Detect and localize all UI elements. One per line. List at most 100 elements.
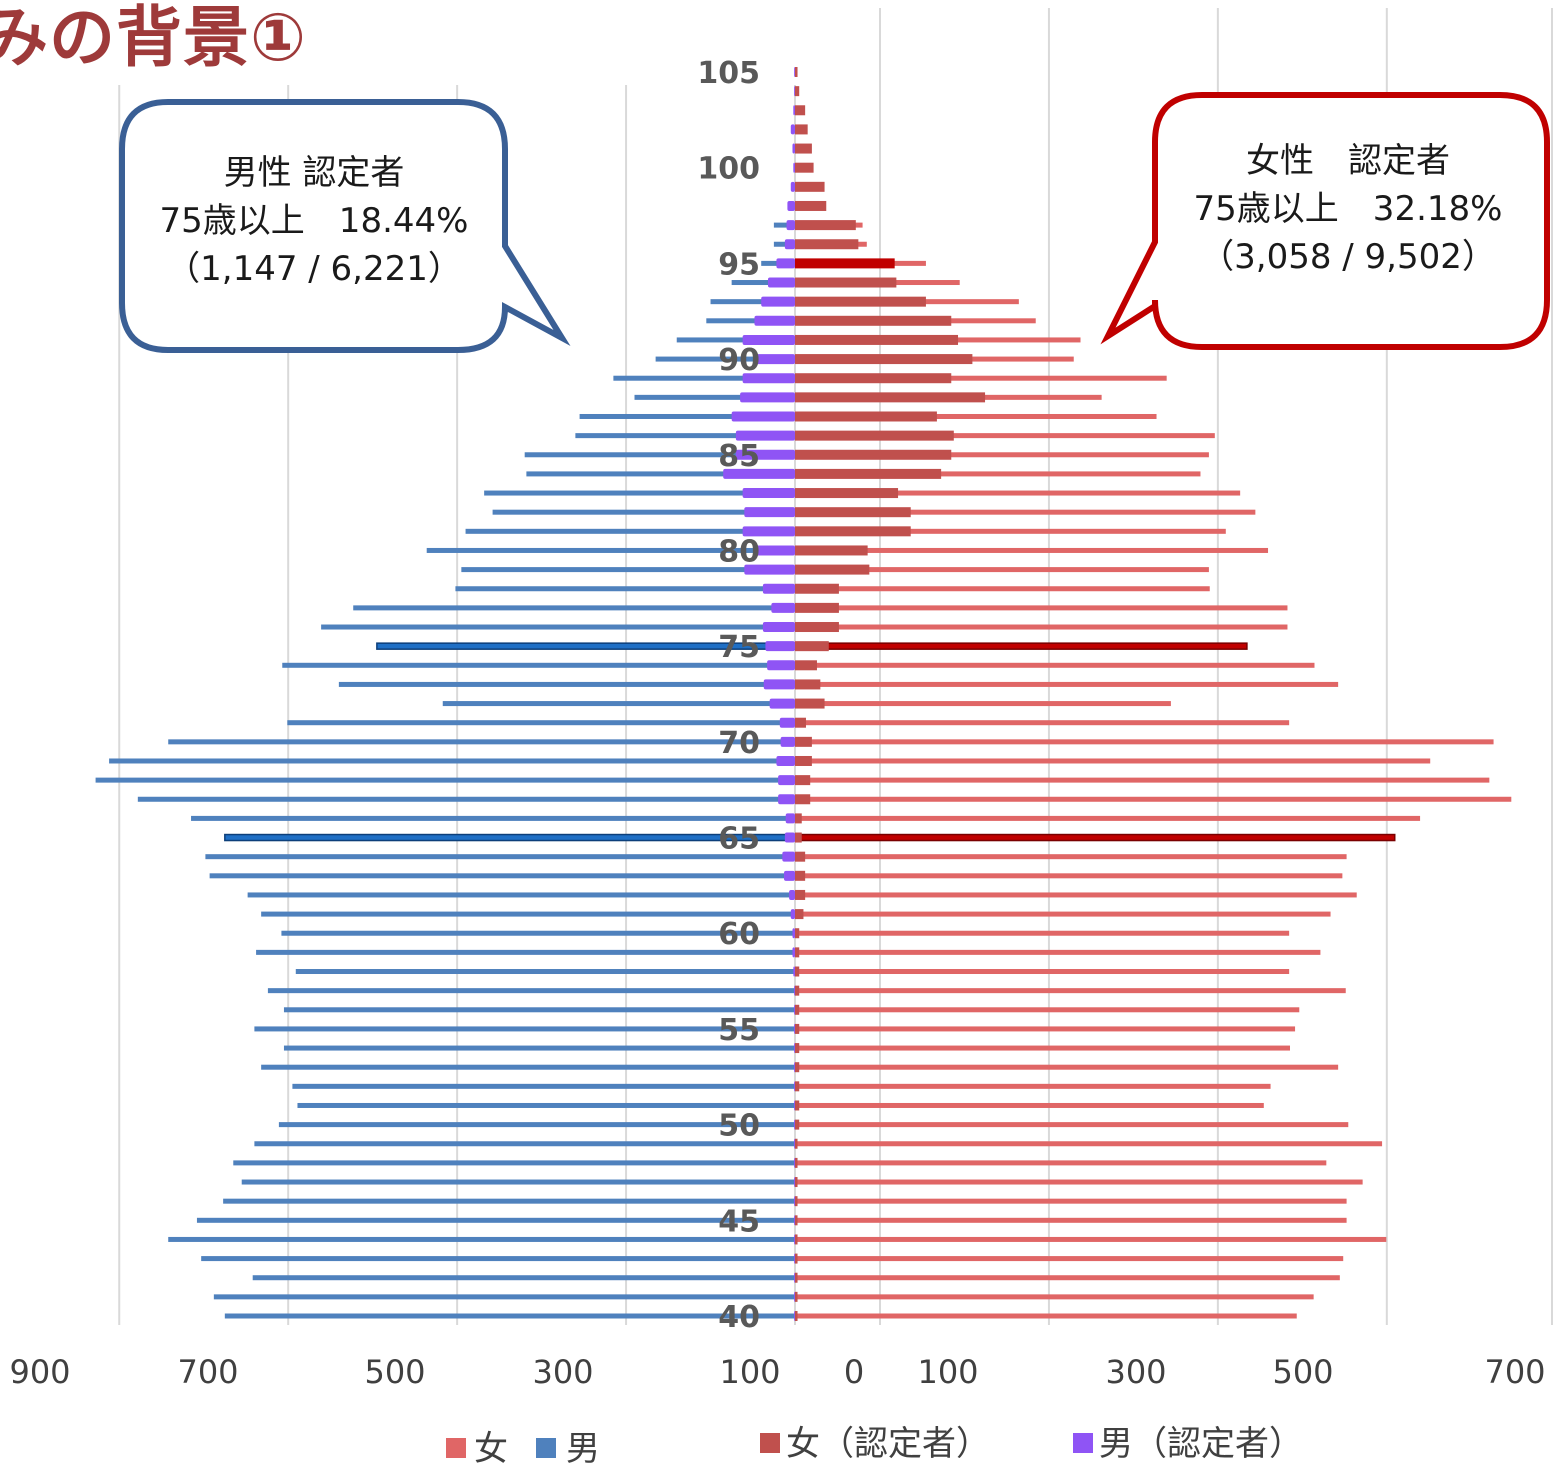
bar-female-age-89 xyxy=(795,375,1167,381)
legend-label-female: 女 xyxy=(474,1429,508,1463)
bar-male-certified-age-40 xyxy=(794,1311,795,1321)
bar-female-age-44 xyxy=(795,1236,1387,1242)
age-label-80: 80 xyxy=(718,534,760,569)
bar-male-certified-age-53 xyxy=(794,1062,795,1073)
bar-male-age-40 xyxy=(224,1313,795,1319)
legend-label-male-certified: 男（認定者） xyxy=(1099,1424,1303,1463)
bar-male-certified-age-83 xyxy=(742,488,795,499)
bar-male-certified-age-76 xyxy=(762,622,795,633)
bar-male-certified-age-41 xyxy=(794,1291,795,1302)
bar-male-certified-age-105 xyxy=(794,67,795,77)
bar-male-certified-age-88 xyxy=(740,392,795,403)
male-callout: 男性 認定者 75歳以上 18.44% （1,147 / 6,221） xyxy=(119,99,571,353)
bar-female-age-86 xyxy=(795,433,1215,439)
bar-male-age-52 xyxy=(292,1083,795,1089)
bar-male-certified-age-98 xyxy=(787,200,795,211)
bar-male-age-82 xyxy=(492,509,795,515)
bar-male-certified-age-99 xyxy=(790,181,795,192)
bar-female-age-74 xyxy=(795,662,1315,668)
female-callout-line3: （3,058 / 9,502） xyxy=(1200,237,1496,277)
bar-male-age-67 xyxy=(137,796,796,802)
bar-male-certified-age-73 xyxy=(763,679,795,690)
bar-male-age-45 xyxy=(196,1217,795,1223)
bar-male-age-78 xyxy=(455,586,795,592)
bar-male-age-64 xyxy=(205,854,795,860)
bar-female-age-72 xyxy=(795,701,1171,707)
bar-female-certified-age-87 xyxy=(795,411,937,422)
bar-male-certified-age-47 xyxy=(794,1177,795,1188)
bar-male-age-86 xyxy=(575,433,795,439)
bar-male-age-54 xyxy=(283,1045,795,1051)
age-label-70: 70 xyxy=(718,726,760,761)
bar-female-certified-age-45 xyxy=(795,1215,798,1226)
female-callout: 女性 認定者 75歳以上 32.18% （3,058 / 9,502） xyxy=(1100,92,1550,350)
female-certified-bars xyxy=(795,67,986,1321)
bar-female-age-59 xyxy=(795,949,1321,955)
bar-male-age-61 xyxy=(261,911,795,917)
bar-male-certified-age-69 xyxy=(776,755,795,766)
bar-female-age-71 xyxy=(795,720,1290,726)
x-tick-male-700: 700 xyxy=(177,1353,238,1391)
bar-male-certified-age-102 xyxy=(790,124,795,135)
bar-male-certified-age-67 xyxy=(778,794,795,805)
bar-female-age-83 xyxy=(795,490,1241,496)
bar-male-certified-age-77 xyxy=(771,602,795,613)
bar-male-age-72 xyxy=(442,701,795,707)
bar-female-age-64 xyxy=(795,854,1347,860)
bar-male-age-58 xyxy=(295,969,795,975)
bar-female-certified-age-100 xyxy=(795,162,814,173)
bar-female-certified-age-68 xyxy=(795,775,811,786)
bar-male-certified-age-64 xyxy=(782,851,795,862)
bar-female-certified-age-81 xyxy=(795,526,911,537)
bar-female-certified-age-47 xyxy=(795,1177,798,1188)
bar-female-age-82 xyxy=(795,509,1256,515)
bar-male-certified-age-63 xyxy=(784,870,795,881)
age-label-100: 100 xyxy=(697,152,760,187)
bar-male-age-70 xyxy=(168,739,795,745)
bar-female-certified-age-80 xyxy=(795,545,868,556)
male-callout-bubble xyxy=(119,99,571,353)
bar-male-age-59 xyxy=(256,949,795,955)
bar-male-certified-age-52 xyxy=(794,1081,795,1092)
bar-female-certified-age-92 xyxy=(795,315,952,326)
bar-male-certified-age-71 xyxy=(779,717,795,728)
bar-male-age-63 xyxy=(209,873,795,879)
bar-male-certified-age-65 xyxy=(784,832,795,843)
bar-female-age-50 xyxy=(795,1122,1349,1128)
bar-female-certified-age-49 xyxy=(795,1138,798,1149)
x-tick-male-300: 300 xyxy=(532,1353,593,1391)
bar-male-certified-age-49 xyxy=(794,1138,795,1149)
bar-female-certified-age-55 xyxy=(795,1023,800,1034)
bar-female-certified-age-44 xyxy=(795,1234,798,1245)
bar-male-age-91 xyxy=(676,337,795,343)
age-label-105: 105 xyxy=(697,56,760,91)
bar-female-certified-age-65 xyxy=(795,832,802,843)
bar-male-age-94 xyxy=(731,280,795,286)
bar-male-age-93 xyxy=(710,299,795,305)
bar-male-age-89 xyxy=(613,375,795,381)
bar-male-age-53 xyxy=(261,1064,795,1070)
bar-female-certified-age-77 xyxy=(795,602,839,613)
bar-female-age-84 xyxy=(795,471,1201,477)
bar-male-certified-age-61 xyxy=(790,909,795,920)
bar-male-age-65 xyxy=(224,833,796,842)
bar-female-age-43 xyxy=(795,1256,1344,1262)
bar-male-age-42 xyxy=(252,1275,795,1281)
bar-female-age-75 xyxy=(794,642,1248,650)
bar-male-certified-age-85 xyxy=(735,449,795,460)
bar-male-age-50 xyxy=(278,1122,795,1128)
bar-female-certified-age-82 xyxy=(795,507,911,518)
bar-female-age-55 xyxy=(795,1026,1296,1032)
bar-female-certified-age-43 xyxy=(795,1253,798,1264)
legend-swatch-male-certified xyxy=(1073,1433,1093,1453)
x-tick-female-300: 300 xyxy=(1105,1353,1166,1391)
bar-female-age-49 xyxy=(795,1141,1383,1147)
bar-female-certified-age-53 xyxy=(795,1062,800,1073)
bar-male-age-79 xyxy=(461,567,795,573)
bar-male-age-77 xyxy=(353,605,795,611)
bar-male-certified-age-93 xyxy=(761,296,795,307)
bar-male-age-97 xyxy=(773,222,795,228)
bar-female-certified-age-84 xyxy=(795,468,942,479)
bar-male-certified-age-84 xyxy=(723,468,795,479)
